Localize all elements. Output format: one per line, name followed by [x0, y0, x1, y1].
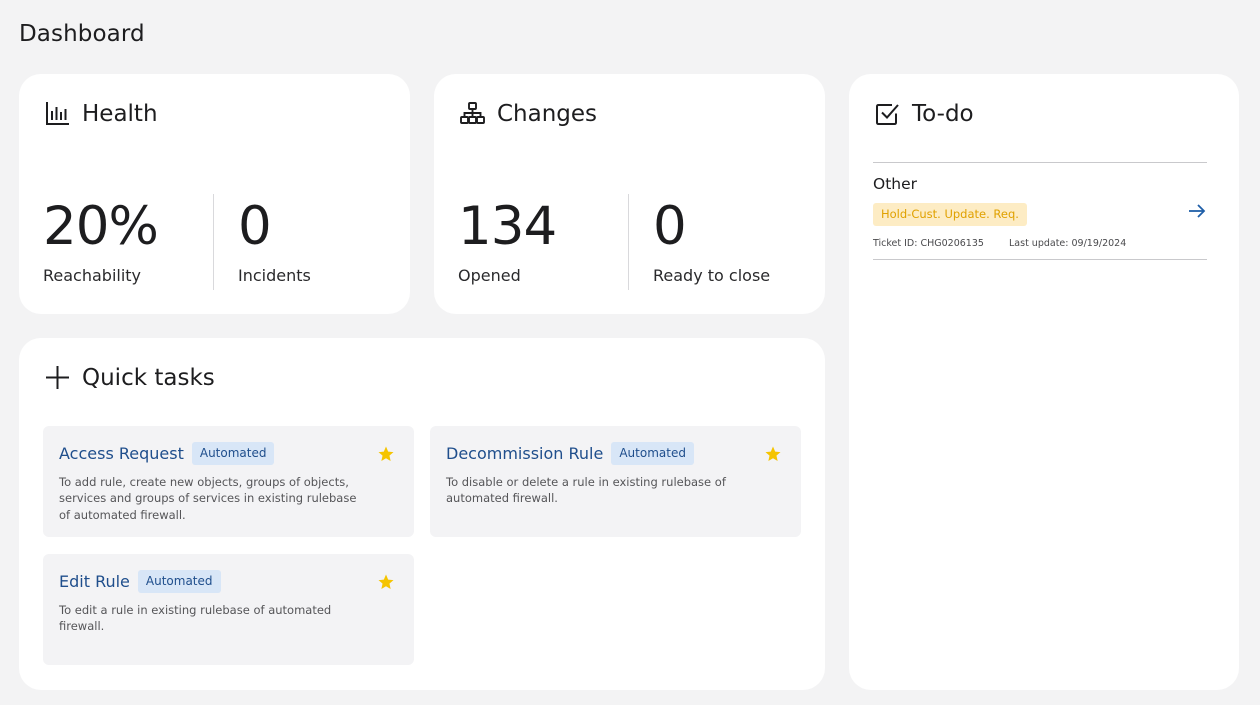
task-description: To disable or delete a rule in existing …: [446, 475, 726, 506]
reachability-metric: 20% Reachability: [43, 194, 159, 285]
opened-metric: 134 Opened: [458, 194, 557, 285]
task-description: To edit a rule in existing rulebase of a…: [59, 603, 332, 634]
automated-badge: Automated: [191, 442, 275, 465]
quick-tasks-header: Quick tasks: [44, 364, 215, 391]
metric-divider: [213, 194, 214, 290]
task-header: Access Request Automated: [59, 442, 275, 465]
ready-to-close-label: Ready to close: [653, 266, 771, 285]
incidents-metric: 0 Incidents: [238, 194, 311, 285]
task-name[interactable]: Access Request: [59, 444, 184, 463]
ticket-id: Ticket ID: CHG0206135: [873, 238, 984, 249]
plus-icon: [44, 364, 71, 391]
opened-value: 134: [458, 196, 557, 257]
ready-to-close-metric: 0 Ready to close: [653, 194, 770, 285]
health-card: Health 20% Reachability 0 Incidents: [19, 74, 410, 314]
changes-card-header: Changes: [459, 100, 597, 127]
health-card-title: Health: [82, 100, 158, 127]
changes-card: Changes 134 Opened 0 Ready to close: [434, 74, 825, 314]
task-card-decommission-rule[interactable]: Decommission Rule Automated To disable o…: [430, 426, 801, 537]
changes-card-title: Changes: [497, 100, 598, 127]
incidents-label: Incidents: [238, 266, 311, 285]
ready-to-close-value: 0: [653, 196, 687, 257]
star-icon[interactable]: [764, 445, 782, 467]
reachability-value: 20%: [43, 196, 159, 257]
todo-card-header: To-do: [874, 100, 974, 127]
reachability-label: Reachability: [43, 266, 142, 285]
health-card-header: Health: [44, 100, 158, 127]
arrow-right-icon[interactable]: [1187, 202, 1207, 224]
hierarchy-icon: [459, 100, 486, 127]
task-card-access-request[interactable]: Access Request Automated To add rule, cr…: [43, 426, 414, 537]
divider: [873, 259, 1207, 260]
todo-card: To-do Other Hold-Cust. Update. Req. Tick…: [849, 74, 1239, 690]
task-header: Decommission Rule Automated: [446, 442, 694, 465]
quick-tasks-card: Quick tasks Access Request Automated To …: [19, 338, 825, 690]
status-badge: Hold-Cust. Update. Req.: [873, 203, 1027, 226]
todo-category: Other: [873, 175, 918, 193]
checkbox-icon: [874, 100, 901, 127]
automated-badge: Automated: [611, 442, 694, 465]
automated-badge: Automated: [137, 570, 221, 593]
task-header: Edit Rule Automated: [59, 570, 221, 593]
page-title: Dashboard: [19, 21, 145, 47]
task-description: To add rule, create new objects, groups …: [59, 475, 357, 522]
quick-tasks-title: Quick tasks: [82, 364, 215, 391]
task-name[interactable]: Edit Rule: [59, 572, 130, 591]
todo-card-title: To-do: [912, 100, 974, 127]
last-update: Last update: 09/19/2024: [1009, 238, 1127, 249]
bar-chart-icon: [44, 100, 71, 127]
divider: [873, 162, 1207, 163]
opened-label: Opened: [458, 266, 521, 285]
metric-divider: [628, 194, 629, 290]
task-name[interactable]: Decommission Rule: [446, 444, 604, 463]
star-icon[interactable]: [377, 445, 395, 467]
star-icon[interactable]: [377, 573, 395, 595]
incidents-value: 0: [238, 196, 272, 257]
task-card-edit-rule[interactable]: Edit Rule Automated To edit a rule in ex…: [43, 554, 414, 665]
